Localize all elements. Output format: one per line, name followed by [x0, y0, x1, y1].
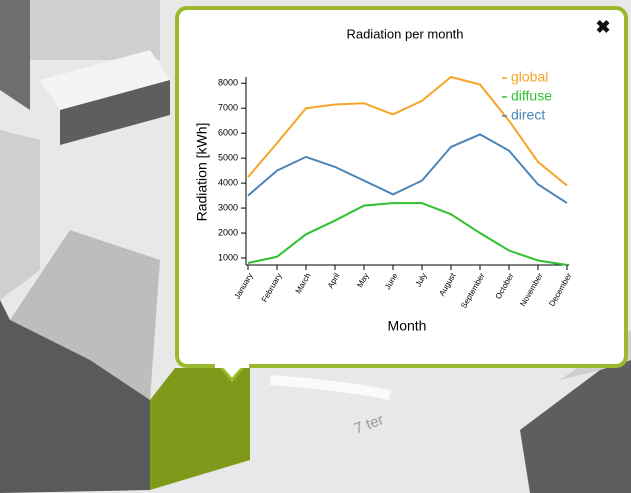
y-tick-label: 1000 [218, 252, 238, 262]
y-tick-label: 3000 [218, 202, 238, 212]
y-tick-label: 7000 [218, 103, 238, 113]
scene: 7 ter ✖ Radiation per month Month Radiat… [0, 0, 631, 493]
map-view: 7 ter ✖ Radiation per month Month Radiat… [0, 0, 631, 493]
chart-title: Radiation per month [346, 26, 463, 41]
popup [177, 8, 626, 366]
building [20, 0, 160, 60]
building [0, 130, 40, 300]
y-tick-label: 6000 [218, 128, 238, 138]
y-tick-label: 2000 [218, 227, 238, 237]
y-axis-label: Radiation [kWh] [194, 123, 210, 222]
legend-label: diffuse [511, 88, 552, 104]
y-tick-label: 8000 [218, 78, 238, 88]
y-tick-label: 4000 [218, 177, 238, 187]
y-tick-label: 5000 [218, 153, 238, 163]
close-button[interactable]: ✖ [595, 17, 610, 37]
legend-label: global [511, 69, 548, 85]
popup-pointer-join [215, 362, 249, 368]
legend-label: direct [511, 107, 545, 123]
x-axis-label: Month [388, 318, 427, 334]
